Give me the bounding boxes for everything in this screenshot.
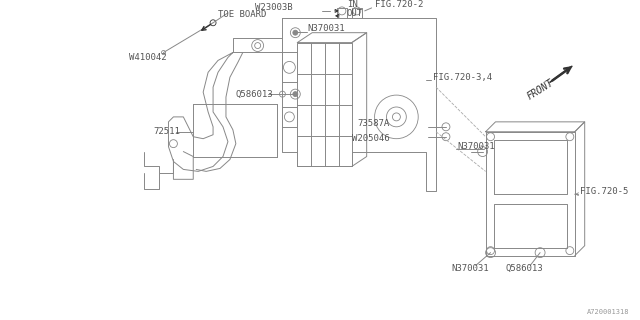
- Text: 72511: 72511: [154, 127, 180, 136]
- Text: IN: IN: [347, 0, 358, 10]
- Text: W23003B: W23003B: [255, 4, 292, 12]
- Text: FIG.720-5: FIG.720-5: [580, 187, 628, 196]
- Text: W205046: W205046: [352, 134, 390, 143]
- Text: N370031: N370031: [458, 142, 495, 151]
- Circle shape: [293, 30, 298, 35]
- Text: Q586013: Q586013: [236, 90, 273, 99]
- Text: FIG.720-2: FIG.720-2: [374, 0, 423, 10]
- Text: N370031: N370031: [451, 264, 488, 273]
- Text: W410042: W410042: [129, 53, 166, 62]
- Text: FIG.720-3,4: FIG.720-3,4: [433, 73, 492, 82]
- Text: TOE BOARD: TOE BOARD: [218, 10, 266, 19]
- Text: N370031: N370031: [307, 24, 345, 33]
- Text: Q586013: Q586013: [506, 264, 543, 273]
- Circle shape: [293, 92, 298, 97]
- Text: A720001318: A720001318: [587, 309, 629, 315]
- Text: FRONT: FRONT: [525, 78, 556, 102]
- Text: 73587A: 73587A: [357, 119, 390, 128]
- Text: OUT: OUT: [347, 9, 363, 18]
